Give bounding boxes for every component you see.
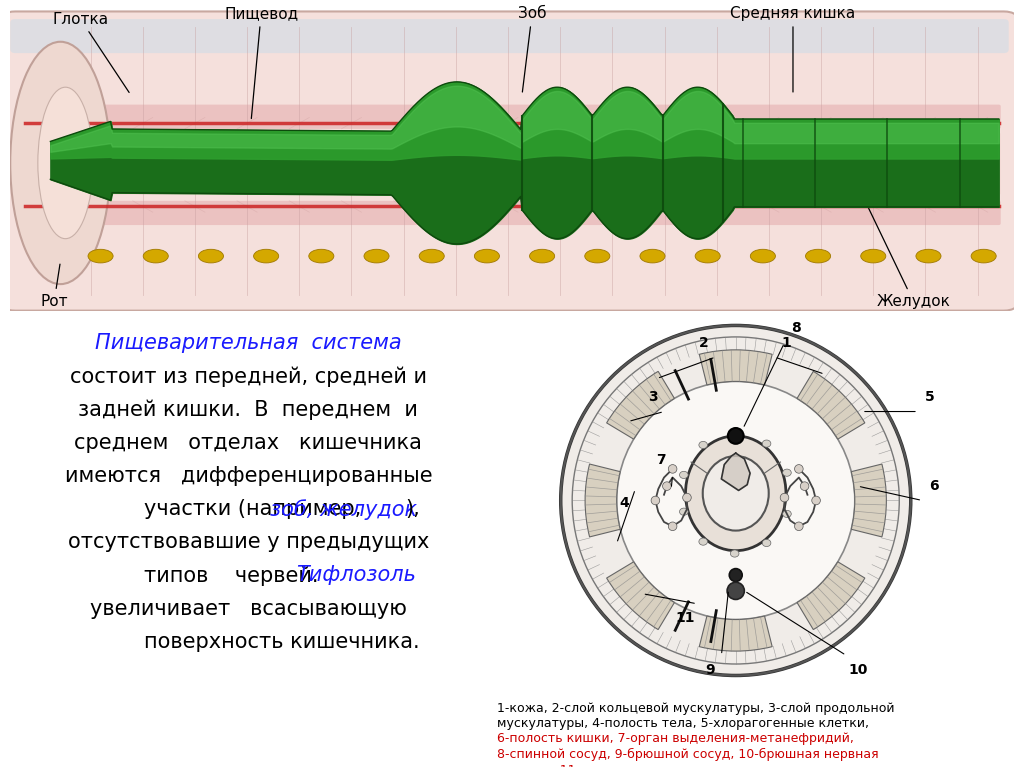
FancyBboxPatch shape xyxy=(18,104,1000,129)
Ellipse shape xyxy=(585,249,610,263)
Text: задней кишки.  В  переднем  и: задней кишки. В переднем и xyxy=(79,400,418,420)
FancyBboxPatch shape xyxy=(18,133,1000,195)
Text: мускулатуры, 4-полость тела, 5-хлорагогенные клетки,: мускулатуры, 4-полость тела, 5-хлорагоге… xyxy=(497,717,869,730)
Text: поверхность кишечника.: поверхность кишечника. xyxy=(143,632,419,652)
Wedge shape xyxy=(797,561,865,630)
Wedge shape xyxy=(606,561,675,630)
Circle shape xyxy=(616,381,855,620)
Circle shape xyxy=(795,522,803,531)
FancyBboxPatch shape xyxy=(10,19,1009,53)
Circle shape xyxy=(651,496,659,505)
Text: 11: 11 xyxy=(676,611,695,625)
Ellipse shape xyxy=(730,430,739,436)
Text: 9: 9 xyxy=(706,663,715,676)
Ellipse shape xyxy=(254,249,279,263)
Text: Рот: Рот xyxy=(40,264,68,309)
Text: Пищевод: Пищевод xyxy=(224,6,298,119)
Circle shape xyxy=(812,496,820,505)
Ellipse shape xyxy=(143,249,168,263)
Wedge shape xyxy=(797,371,865,439)
Ellipse shape xyxy=(529,249,555,263)
Circle shape xyxy=(669,465,677,473)
Text: Тифлозоль: Тифлозоль xyxy=(296,565,416,585)
Text: Пищеварительная  система: Пищеварительная система xyxy=(95,333,401,353)
Ellipse shape xyxy=(751,249,775,263)
Text: 10: 10 xyxy=(848,663,867,676)
Text: 6: 6 xyxy=(929,479,939,493)
Circle shape xyxy=(683,493,691,502)
Text: ),: ), xyxy=(406,499,420,519)
Text: 4: 4 xyxy=(618,496,629,510)
Text: среднем   отделах   кишечника: среднем отделах кишечника xyxy=(75,433,422,453)
Wedge shape xyxy=(585,464,621,537)
Ellipse shape xyxy=(695,249,720,263)
Text: 7: 7 xyxy=(656,453,666,467)
Ellipse shape xyxy=(685,436,786,551)
Text: типов    червей.: типов червей. xyxy=(143,565,318,586)
FancyBboxPatch shape xyxy=(0,12,1019,311)
Ellipse shape xyxy=(88,249,113,263)
Text: Средняя кишка: Средняя кишка xyxy=(730,6,856,92)
Text: увеличивает   всасывающую: увеличивает всасывающую xyxy=(90,598,407,619)
Ellipse shape xyxy=(38,87,93,239)
Ellipse shape xyxy=(971,249,996,263)
Text: 1-кожа, 2-слой кольцевой мускулатуры, 3-слой продольной: 1-кожа, 2-слой кольцевой мускулатуры, 3-… xyxy=(497,702,894,715)
Ellipse shape xyxy=(730,550,739,557)
Ellipse shape xyxy=(915,249,941,263)
FancyBboxPatch shape xyxy=(18,201,1000,225)
Circle shape xyxy=(663,482,671,490)
Text: Зоб: Зоб xyxy=(518,6,547,92)
Polygon shape xyxy=(721,453,750,490)
Ellipse shape xyxy=(199,249,223,263)
Text: 8-спинной сосуд, 9-брюшной сосуд, 10-брюшная нервная: 8-спинной сосуд, 9-брюшной сосуд, 10-брю… xyxy=(497,748,879,761)
Text: зоб, желудок: зоб, желудок xyxy=(269,499,417,520)
Wedge shape xyxy=(851,464,887,537)
Text: 8: 8 xyxy=(792,321,801,335)
Ellipse shape xyxy=(680,471,688,479)
Circle shape xyxy=(780,493,788,502)
Ellipse shape xyxy=(762,539,771,547)
Circle shape xyxy=(727,582,744,600)
Ellipse shape xyxy=(698,538,708,545)
Circle shape xyxy=(801,482,809,490)
Ellipse shape xyxy=(309,249,334,263)
Wedge shape xyxy=(699,350,772,385)
Ellipse shape xyxy=(806,249,830,263)
Text: состоит из передней, средней и: состоит из передней, средней и xyxy=(70,366,427,387)
Text: 6-полость кишки, 7-орган выделения-метанефридий,: 6-полость кишки, 7-орган выделения-метан… xyxy=(497,732,854,746)
Wedge shape xyxy=(699,616,772,651)
Text: 3: 3 xyxy=(648,390,657,404)
Text: цепочка, 11-щетинка: цепочка, 11-щетинка xyxy=(497,763,639,767)
Ellipse shape xyxy=(698,441,708,449)
Text: Глотка: Глотка xyxy=(52,12,129,93)
Ellipse shape xyxy=(762,440,771,447)
Circle shape xyxy=(561,325,910,676)
Text: отсутствовавшие у предыдущих: отсутствовавшие у предыдущих xyxy=(68,532,429,552)
Circle shape xyxy=(729,568,742,581)
Text: 2: 2 xyxy=(699,336,709,350)
Ellipse shape xyxy=(640,249,665,263)
Ellipse shape xyxy=(861,249,886,263)
Ellipse shape xyxy=(364,249,389,263)
Ellipse shape xyxy=(10,41,111,284)
Text: Желудок: Желудок xyxy=(864,199,950,309)
Text: имеются   дифференцированные: имеются дифференцированные xyxy=(65,466,432,486)
Circle shape xyxy=(669,522,677,531)
Ellipse shape xyxy=(419,249,444,263)
Ellipse shape xyxy=(680,508,688,515)
Text: участки (например,: участки (например, xyxy=(143,499,360,519)
Ellipse shape xyxy=(782,469,792,476)
Ellipse shape xyxy=(474,249,500,263)
Text: 5: 5 xyxy=(925,390,934,404)
Circle shape xyxy=(728,428,743,444)
Ellipse shape xyxy=(702,456,769,531)
Circle shape xyxy=(795,465,803,473)
Text: 1: 1 xyxy=(781,336,791,350)
Ellipse shape xyxy=(782,510,792,518)
Wedge shape xyxy=(606,371,675,439)
